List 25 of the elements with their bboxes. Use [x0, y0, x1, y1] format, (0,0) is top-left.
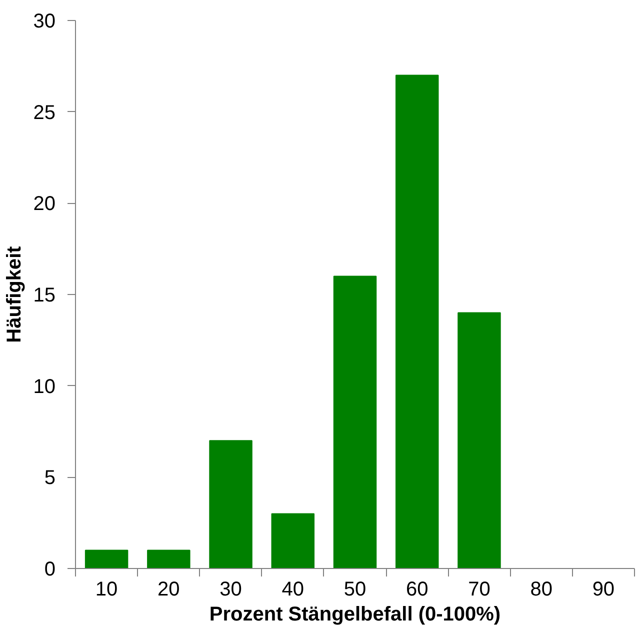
x-tick-label: 70 [468, 578, 490, 600]
x-tick-label: 10 [95, 578, 118, 600]
x-tick-label: 80 [530, 578, 552, 600]
y-tick-label: 30 [33, 10, 56, 32]
x-tick-label: 60 [406, 578, 428, 600]
y-axis-title: Häufigkeit [3, 246, 26, 343]
y-tick-label: 5 [44, 467, 56, 490]
y-tick-label: 15 [33, 284, 56, 306]
bar [271, 513, 315, 568]
x-tick-label: 30 [220, 578, 242, 600]
bar [147, 550, 190, 568]
x-tick-label: 20 [158, 578, 180, 600]
y-tick-label: 0 [44, 558, 56, 580]
bar [209, 440, 252, 568]
x-tick-label: 40 [282, 578, 304, 600]
x-axis-title: Prozent Stängelbefall (0-100%) [209, 604, 501, 626]
y-tick-label: 25 [33, 102, 56, 124]
y-tick-label: 10 [33, 376, 56, 398]
bar [333, 276, 377, 568]
y-tick-label: 20 [33, 193, 56, 216]
bar [84, 550, 128, 568]
bar [458, 312, 501, 568]
x-tick-label: 50 [344, 578, 366, 600]
x-tick-label: 90 [592, 578, 615, 600]
bar [395, 74, 439, 568]
